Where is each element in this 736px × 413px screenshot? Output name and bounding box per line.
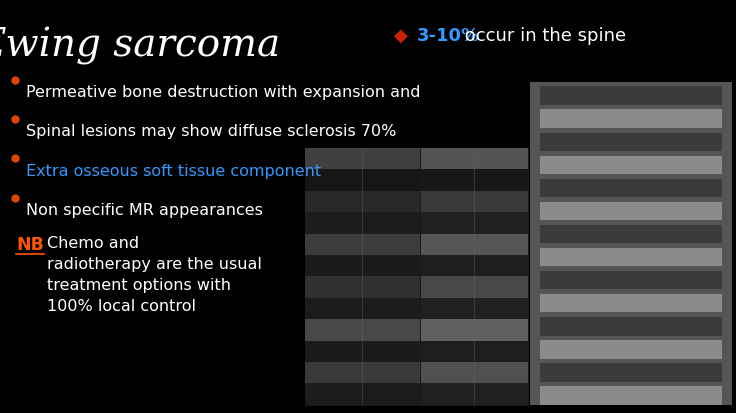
- Text: Spinal lesions may show diffuse sclerosis 70%: Spinal lesions may show diffuse sclerosi…: [26, 124, 396, 139]
- Bar: [421, 383, 528, 405]
- Bar: [305, 341, 420, 362]
- Bar: [421, 149, 528, 170]
- Bar: [305, 319, 420, 341]
- Bar: [305, 362, 420, 383]
- Text: Chemo and
radiotherapy are the usual
treatment options with
100% local control: Chemo and radiotherapy are the usual tre…: [47, 235, 262, 313]
- Text: Ewing sarcoma: Ewing sarcoma: [0, 27, 280, 65]
- Text: Non specific MR appearances: Non specific MR appearances: [26, 202, 263, 217]
- Bar: [421, 341, 528, 362]
- Bar: [540, 87, 722, 106]
- Bar: [421, 170, 528, 191]
- Bar: [421, 362, 528, 383]
- Bar: [540, 110, 722, 128]
- Bar: [540, 133, 722, 152]
- Bar: [305, 234, 420, 255]
- Bar: [540, 386, 722, 405]
- Bar: [540, 248, 722, 267]
- Bar: [305, 298, 420, 319]
- Bar: [530, 83, 732, 405]
- Bar: [421, 191, 528, 213]
- Bar: [421, 255, 528, 277]
- Bar: [421, 213, 528, 234]
- Bar: [421, 149, 528, 405]
- Bar: [305, 170, 420, 191]
- Text: Extra osseous soft tissue component: Extra osseous soft tissue component: [26, 163, 321, 178]
- Text: occur in the spine: occur in the spine: [459, 27, 626, 45]
- Bar: [305, 213, 420, 234]
- Bar: [421, 319, 528, 341]
- Text: ◆: ◆: [394, 27, 414, 45]
- Text: NB: NB: [16, 235, 44, 253]
- Bar: [540, 156, 722, 175]
- Bar: [540, 340, 722, 359]
- Bar: [540, 294, 722, 313]
- Bar: [540, 317, 722, 336]
- Bar: [305, 255, 420, 277]
- Bar: [305, 149, 420, 405]
- Text: Permeative bone destruction with expansion and: Permeative bone destruction with expansi…: [26, 85, 425, 100]
- Bar: [421, 277, 528, 298]
- Bar: [540, 363, 722, 382]
- Bar: [540, 202, 722, 221]
- Bar: [305, 149, 420, 170]
- Bar: [305, 383, 420, 405]
- Bar: [421, 234, 528, 255]
- Bar: [421, 298, 528, 319]
- Bar: [540, 179, 722, 198]
- Bar: [305, 277, 420, 298]
- Bar: [305, 191, 420, 213]
- Bar: [540, 271, 722, 290]
- Bar: [540, 225, 722, 244]
- Text: 3-10%: 3-10%: [417, 27, 481, 45]
